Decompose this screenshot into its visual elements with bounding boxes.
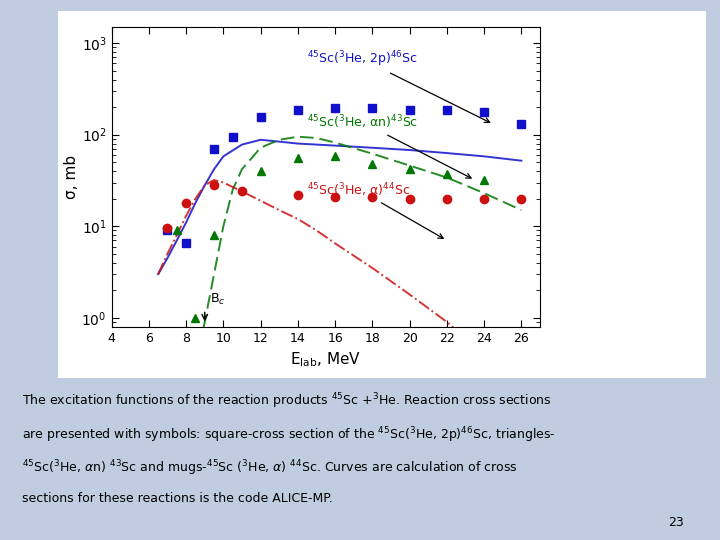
- Text: are presented with symbols: square-cross section of the $^{45}$Sc($^{3}$He, 2p)$: are presented with symbols: square-cross…: [22, 425, 555, 444]
- X-axis label: E$_{\mathregular{lab}}$, MeV: E$_{\mathregular{lab}}$, MeV: [290, 350, 361, 369]
- Text: 23: 23: [668, 516, 684, 529]
- Text: $^{45}$Sc($^{3}$He, 2p)$^{46}$Sc: $^{45}$Sc($^{3}$He, 2p)$^{46}$Sc: [307, 50, 490, 123]
- Text: The excitation functions of the reaction products $^{45}$Sc +$^{3}$He. Reaction : The excitation functions of the reaction…: [22, 392, 552, 411]
- Text: $^{45}$Sc($^{3}$He, $\alpha$n) $^{43}$Sc and mugs-$^{45}$Sc ($^{3}$He, $\alpha$): $^{45}$Sc($^{3}$He, $\alpha$n) $^{43}$Sc…: [22, 458, 518, 478]
- Y-axis label: σ, mb: σ, mb: [63, 155, 78, 199]
- Text: B$_c$: B$_c$: [210, 292, 225, 307]
- Text: $^{45}$Sc($^{3}$He, αn)$^{43}$Sc: $^{45}$Sc($^{3}$He, αn)$^{43}$Sc: [307, 113, 471, 178]
- Text: sections for these reactions is the code ALICE-MP.: sections for these reactions is the code…: [22, 492, 333, 505]
- Text: $^{45}$Sc($^{3}$He, α)$^{44}$Sc: $^{45}$Sc($^{3}$He, α)$^{44}$Sc: [307, 181, 444, 238]
